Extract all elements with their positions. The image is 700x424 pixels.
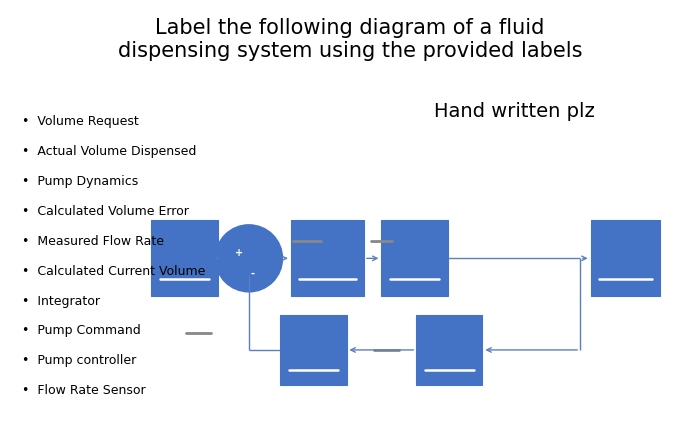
Bar xyxy=(280,315,346,385)
Text: •  Integrator: • Integrator xyxy=(22,295,100,307)
Bar xyxy=(151,220,218,296)
Text: +: + xyxy=(234,248,243,258)
Bar xyxy=(290,220,364,296)
Text: •  Actual Volume Dispensed: • Actual Volume Dispensed xyxy=(22,145,197,158)
Text: •  Pump Command: • Pump Command xyxy=(22,324,141,338)
Text: Hand written plz: Hand written plz xyxy=(434,103,594,122)
Text: •  Calculated Current Volume: • Calculated Current Volume xyxy=(22,265,206,278)
Bar xyxy=(382,220,447,296)
Ellipse shape xyxy=(216,225,282,292)
Text: -: - xyxy=(250,268,254,278)
Text: Label the following diagram of a fluid
dispensing system using the provided labe: Label the following diagram of a fluid d… xyxy=(118,18,582,61)
Text: •  Pump controller: • Pump controller xyxy=(22,354,136,367)
Text: •  Volume Request: • Volume Request xyxy=(22,115,139,128)
Text: •  Flow Rate Sensor: • Flow Rate Sensor xyxy=(22,384,146,397)
Bar xyxy=(416,315,482,385)
Text: •  Pump Dynamics: • Pump Dynamics xyxy=(22,175,139,188)
Bar xyxy=(591,220,660,296)
Text: •  Measured Flow Rate: • Measured Flow Rate xyxy=(22,235,164,248)
Text: •  Calculated Volume Error: • Calculated Volume Error xyxy=(22,205,189,218)
